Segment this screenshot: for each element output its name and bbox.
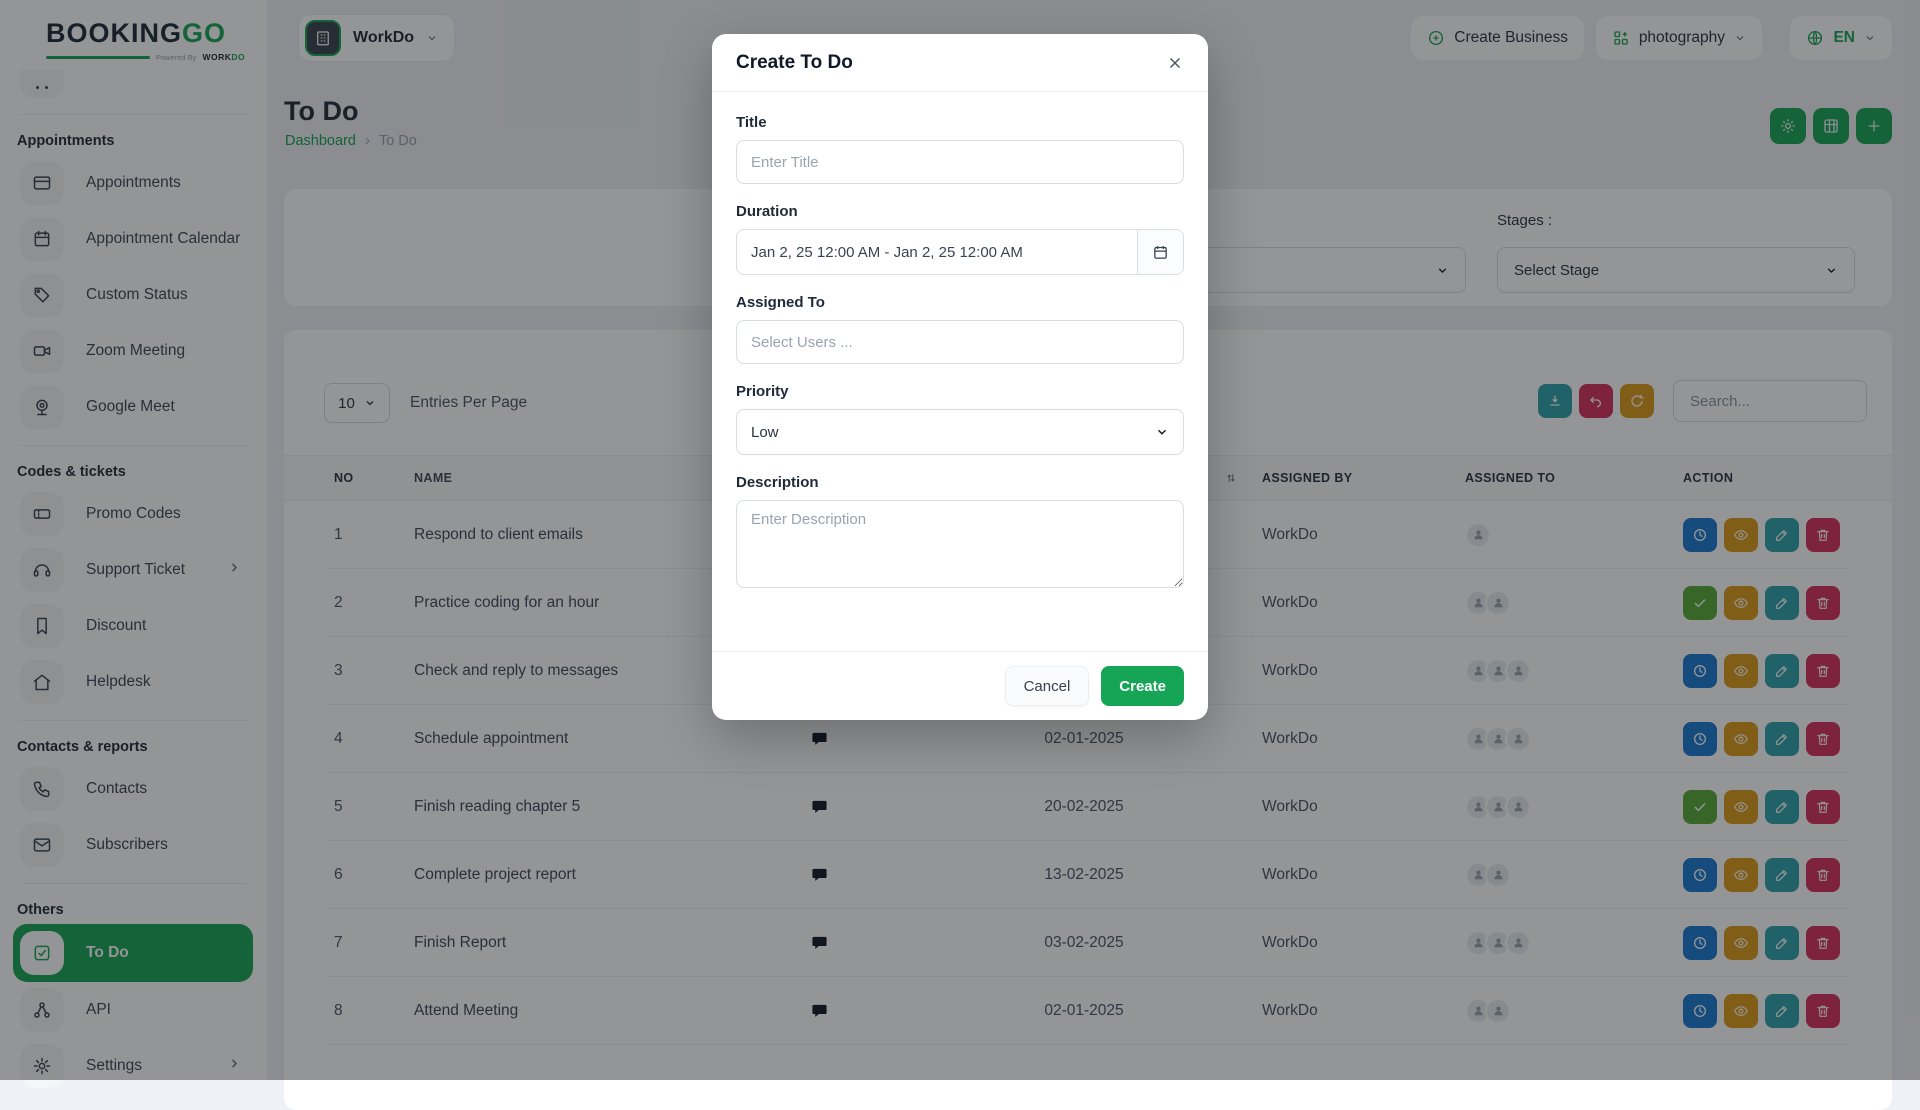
priority-select[interactable]: Low [736,409,1184,455]
close-icon [1166,54,1184,72]
assigned-to-field-label: Assigned To [736,294,1184,311]
modal-header: Create To Do [712,34,1208,92]
modal-title: Create To Do [736,52,853,74]
create-todo-modal: Create To Do Title Duration Jan 2, 25 12… [712,34,1208,720]
assigned-to-input[interactable] [736,320,1184,364]
modal-body: Title Duration Jan 2, 25 12:00 AM - Jan … [712,92,1208,651]
modal-footer: Cancel Create [712,651,1208,720]
close-button[interactable] [1166,54,1184,72]
description-textarea[interactable] [736,500,1184,588]
priority-value: Low [751,424,779,441]
date-picker-button[interactable] [1137,230,1183,274]
calendar-icon [1152,244,1169,261]
duration-value[interactable]: Jan 2, 25 12:00 AM - Jan 2, 25 12:00 AM [737,230,1137,274]
priority-field-label: Priority [736,383,1184,400]
description-field-label: Description [736,474,1184,491]
duration-range-input: Jan 2, 25 12:00 AM - Jan 2, 25 12:00 AM [736,229,1184,275]
title-field-label: Title [736,114,1184,131]
cancel-button[interactable]: Cancel [1005,666,1090,706]
title-input[interactable] [736,140,1184,184]
duration-field-label: Duration [736,203,1184,220]
chevron-down-icon [1155,425,1169,439]
create-button[interactable]: Create [1101,666,1184,706]
